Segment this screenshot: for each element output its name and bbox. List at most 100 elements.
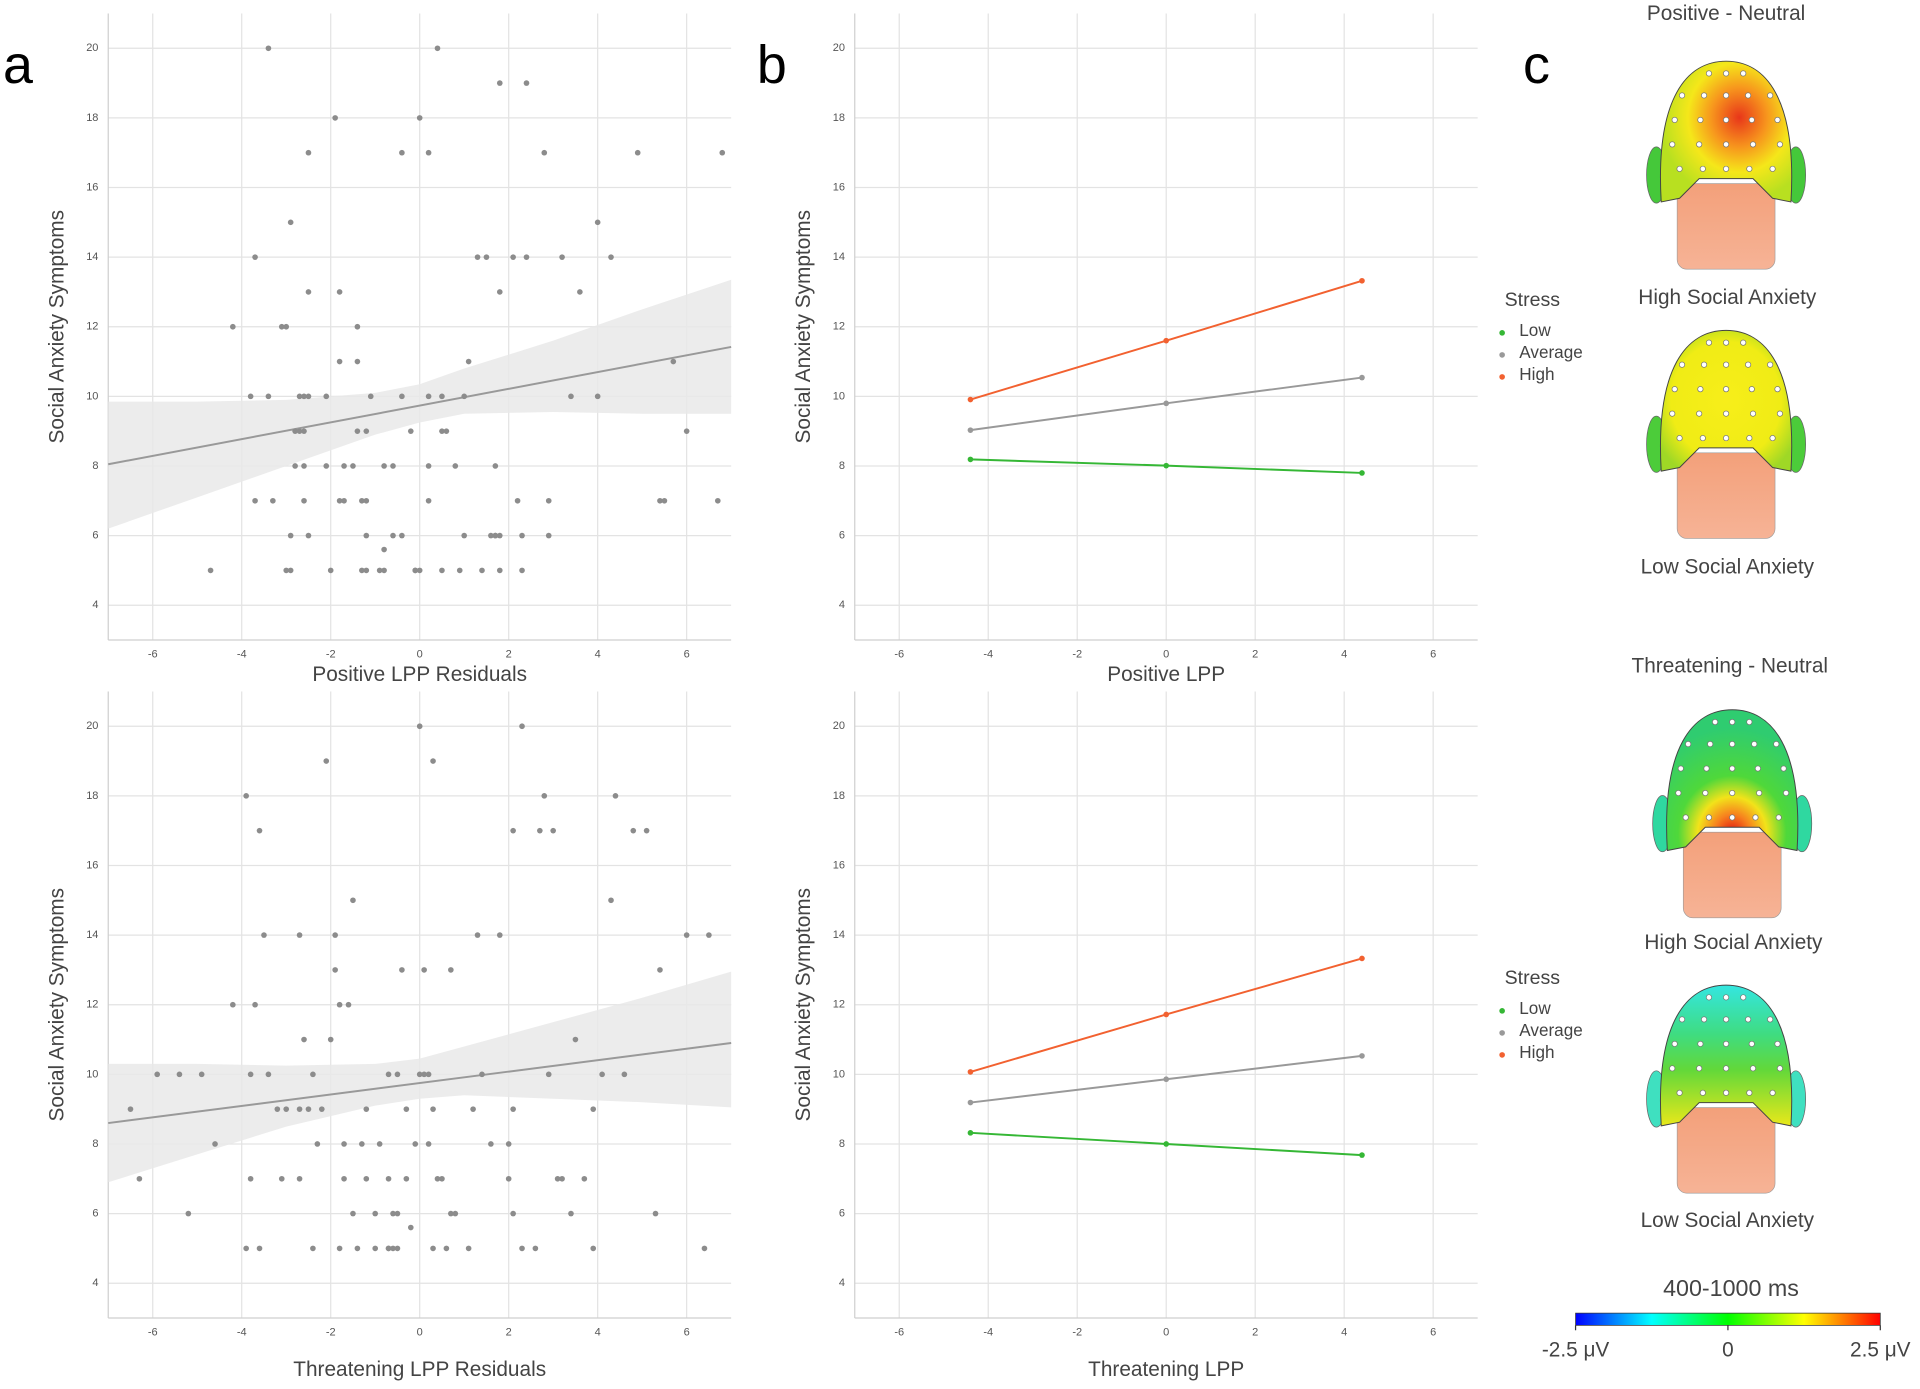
scatter-point [488, 1141, 494, 1147]
scatter-point [336, 289, 343, 295]
scatter-point [403, 1175, 410, 1182]
scatter-point [670, 358, 677, 365]
y-tick-label: 6 [92, 1207, 98, 1219]
scatter-point [261, 932, 267, 938]
x-tick-label: -6 [148, 649, 158, 661]
legend-label: Low [1519, 998, 1551, 1018]
scatter-point [332, 967, 338, 973]
scatter-point [341, 463, 347, 469]
scatter-point [292, 428, 298, 434]
scatter-point [314, 1141, 321, 1147]
x-tick-label: 2 [506, 1327, 512, 1339]
scatter-point [336, 497, 343, 504]
scatter-point [394, 1245, 401, 1252]
y-tick-label: 4 [839, 599, 845, 611]
panel-label: a [3, 35, 33, 95]
scatter-point [336, 1001, 343, 1008]
scatter-point [594, 219, 601, 226]
x-tick-label: 0 [1163, 649, 1169, 661]
electrode [1774, 1040, 1781, 1047]
electrode [1671, 116, 1678, 123]
electrode [1774, 116, 1781, 123]
colorbar-tick-label: -2.5 μV [1542, 1339, 1610, 1362]
electrode [1678, 361, 1686, 368]
scatter-point [390, 463, 396, 469]
scatter-point [554, 1175, 561, 1182]
electrode [1705, 814, 1713, 821]
electrode [1671, 1040, 1678, 1047]
scatter-point [399, 149, 405, 156]
y-axis-label: Social Anxiety Symptoms [46, 888, 69, 1121]
plot: 4 6 8 10 12 14 16 18 20 -6 -4 -2 0 2 4 6 Threatening LPP… [46, 691, 732, 1381]
head-map [1646, 60, 1807, 270]
electrode [1723, 410, 1730, 417]
scatter-point [519, 532, 525, 539]
legend-title: Stress [1505, 967, 1561, 989]
scatter-point [363, 1175, 370, 1182]
head-map [1652, 709, 1813, 919]
scatter-point [345, 1001, 352, 1008]
electrode [1746, 718, 1753, 726]
scalp [1666, 709, 1799, 852]
electrode [1767, 1016, 1774, 1023]
scatter-point [465, 1245, 472, 1252]
scatter-point [256, 827, 263, 834]
scatter-point [381, 463, 387, 469]
x-tick-label: -2 [326, 649, 336, 661]
scatter-point [461, 532, 468, 539]
panel-label: b [757, 35, 787, 95]
scatter-point [416, 1071, 423, 1078]
electrode [1676, 435, 1683, 442]
scatter-point [301, 1036, 307, 1043]
scatter-point [381, 546, 387, 553]
electrode [1701, 92, 1708, 99]
legend-marker [1499, 1008, 1505, 1014]
electrode [1749, 410, 1757, 417]
electrode [1677, 765, 1684, 772]
scatter-point [568, 393, 574, 400]
series-point [967, 456, 974, 463]
scatter-point [350, 897, 356, 904]
scatter-point [430, 1106, 436, 1112]
y-tick-label: 8 [92, 1138, 98, 1150]
scatter-point [492, 463, 499, 469]
scatter-point [385, 1245, 392, 1252]
scatter-point [608, 897, 614, 904]
scatter-point [416, 723, 423, 730]
electrode [1723, 1089, 1730, 1096]
x-tick-label: -2 [1072, 1327, 1082, 1339]
y-tick-label: 16 [833, 181, 845, 193]
electrode [1745, 92, 1752, 99]
scatter-point [683, 428, 690, 434]
electrode [1669, 1065, 1676, 1072]
scatter-point [359, 567, 365, 574]
series-point [1359, 470, 1365, 476]
scatter-point [403, 1106, 410, 1112]
scatter-point [305, 532, 312, 539]
scatter-point [354, 358, 361, 365]
scatter-point [483, 254, 490, 260]
scatter-point [559, 254, 565, 260]
map-title: Threatening - Neutral [1632, 654, 1829, 677]
scatter-point [363, 428, 370, 434]
scatter-point [354, 428, 361, 434]
scatter-point [496, 532, 503, 539]
scatter-point [416, 567, 423, 574]
scatter-point [247, 393, 254, 400]
scatter-point [496, 80, 503, 86]
electrode [1723, 70, 1730, 77]
x-tick-label: 0 [1163, 1327, 1169, 1339]
electrode [1723, 435, 1730, 442]
scatter-point [456, 567, 463, 574]
y-tick-label: 4 [92, 1277, 98, 1289]
scatter-point [661, 497, 668, 504]
scatter-point [701, 1245, 708, 1252]
series-point [1359, 277, 1365, 284]
electrode [1697, 116, 1704, 123]
electrode [1723, 994, 1730, 1001]
x-tick-label: 0 [417, 1327, 423, 1339]
electrode [1702, 789, 1709, 797]
electrode [1723, 141, 1730, 148]
